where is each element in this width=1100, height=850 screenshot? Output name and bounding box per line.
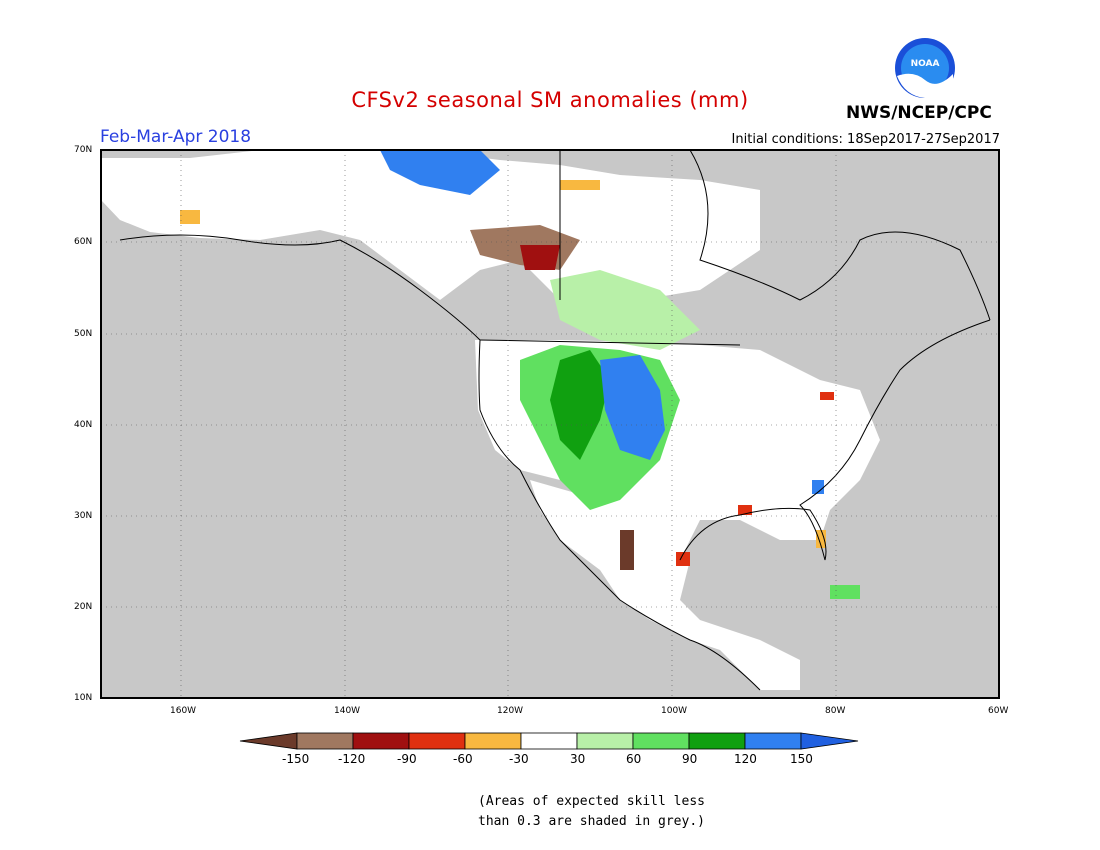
mexico-region [530,480,800,690]
colorbar [239,732,859,750]
anomaly-brown-mexico [620,530,634,570]
lat-label: 30N [74,511,93,521]
colorbar-tick: -60 [453,752,473,766]
lon-label: 100W [661,706,688,716]
map-frame [100,149,1000,699]
anomaly-blue-plains [600,355,665,460]
colorbar-tick: -120 [338,752,366,766]
lon-label: 120W [497,706,524,716]
colorbar-tick: -90 [397,752,417,766]
colorbar-bin [688,732,746,750]
lat-label: 60N [74,237,93,247]
agency-label: NWS/NCEP/CPC [846,103,992,123]
map-title: CFSv2 seasonal SM anomalies (mm) [351,88,749,112]
anomaly-orange-alaska [180,210,200,224]
anomaly-red-gulf [676,552,690,566]
colorbar-bin [408,732,466,750]
colorbar-bin [520,732,578,750]
colorbar-low-arrow [239,732,298,750]
colorbar-tick: -30 [509,752,529,766]
skill-note-line: (Areas of expected skill less [478,794,705,809]
skill-note: (Areas of expected skill less than 0.3 a… [478,792,705,832]
colorbar-tick: -150 [282,752,310,766]
colorbar-tick: 60 [626,752,642,766]
anomaly-green-caribbean [830,585,860,599]
colorbar-bin [576,732,634,750]
lat-label: 10N [74,693,93,703]
anomaly-blue-north [380,150,500,195]
anomaly-blue-se [812,480,824,494]
initial-conditions: Initial conditions: 18Sep2017-27Sep2017 [731,132,1000,147]
forecast-period: Feb-Mar-Apr 2018 [100,127,252,147]
anomaly-orange-coast [560,180,600,190]
colorbar-tick: 150 [790,752,813,766]
logo-text: NOAA [911,59,940,69]
colorbar-bin [464,732,522,750]
anomaly-green-canada [550,270,700,350]
lat-label: 70N [74,145,93,155]
anomaly-darkred-canada [520,245,560,270]
colorbar-tick: 120 [734,752,757,766]
colorbar-bin [352,732,410,750]
colorbar-bin [744,732,802,750]
lon-label: 160W [170,706,197,716]
lon-label: 80W [825,706,846,716]
lat-label: 20N [74,602,93,612]
forecast-region [101,150,880,690]
noaa-logo: NOAA [895,38,955,99]
colorbar-bin [632,732,690,750]
lon-label: 140W [334,706,361,716]
lat-label: 40N [74,420,93,430]
anomaly-red-florida [738,505,752,515]
coastlines [119,149,991,691]
colorbar-tick: 30 [570,752,586,766]
skill-note-line: than 0.3 are shaded in grey.) [478,814,705,829]
colorbar-tick: 90 [682,752,698,766]
colorbar-bin [296,732,354,750]
colorbar-high-arrow [800,732,859,750]
anomaly-red-lakes [820,392,834,400]
lat-label: 50N [74,329,93,339]
anomaly-orange-florida [816,530,826,548]
lon-label: 60W [988,706,1009,716]
anomaly-darkgreen [550,350,610,460]
